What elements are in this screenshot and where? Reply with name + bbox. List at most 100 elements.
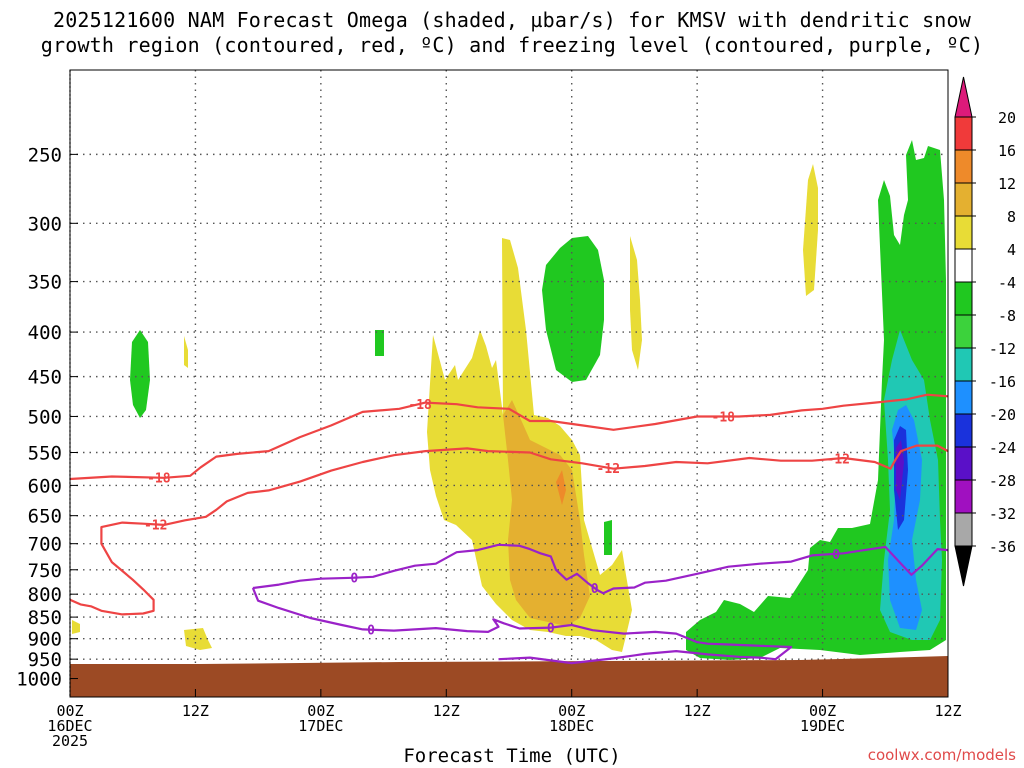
y-tick-label-750: 750 xyxy=(28,560,62,582)
colorbar-label-3: 8 xyxy=(1007,208,1016,226)
contour-labels: -18 -18 -18 -12 -12 -12 0 0 0 0 0 xyxy=(144,398,850,639)
colorbar-label-6: -8 xyxy=(998,307,1016,325)
y-tick-label-1000: 1000 xyxy=(16,669,62,691)
colorbar-bin-3 xyxy=(954,182,973,217)
colorbar-bin-4 xyxy=(954,215,973,250)
y-tick-label-250: 250 xyxy=(28,144,62,166)
x-tick-label-24-1: 17DEC xyxy=(298,717,343,735)
omega-area-green-small-b xyxy=(604,520,612,555)
colorbar-bin-8 xyxy=(954,347,973,382)
x-tick-label-48-0: 00Z xyxy=(558,702,585,720)
colorbar-label-1: 16 xyxy=(998,142,1016,160)
contour-label-freezing_main-0: 0 xyxy=(350,572,358,587)
colorbar-bin-2 xyxy=(954,149,973,184)
colorbar-label-9: -20 xyxy=(989,406,1016,424)
y-tick-label-500: 500 xyxy=(28,406,62,428)
contour-dgz_minus12 xyxy=(70,444,948,616)
colorbar-bin-10 xyxy=(954,413,973,448)
x-tick-label-12-0: 12Z xyxy=(182,702,209,720)
x-tick-label-24-0: 00Z xyxy=(307,702,334,720)
y-tick-label-800: 800 xyxy=(28,584,62,606)
y-tick-label-950: 950 xyxy=(28,649,62,671)
contour-dgz_minus18 xyxy=(70,393,948,481)
omega-area-orange xyxy=(503,400,590,626)
colorbar-bin-5 xyxy=(954,248,973,283)
contour-label-freezing_main-1: 0 xyxy=(591,582,599,597)
y-axis: 2503003504004505005506006507007508008509… xyxy=(16,144,78,691)
ground-layer xyxy=(70,656,948,697)
omega-area-yellow-small-a xyxy=(184,336,188,368)
x-tick-label-0-1: 16DEC xyxy=(47,717,92,735)
omega-colorbar: 20 16 12 8 4 -4 -8 -12 -16 -20 -24 -28 -32 -36 xyxy=(954,76,1016,587)
x-tick-label-0-0: 00Z xyxy=(56,702,83,720)
colorbar-bin-9 xyxy=(954,380,973,415)
contour-label-dgz_minus12-2: -12 xyxy=(827,452,850,467)
colorbar-label-8: -16 xyxy=(989,373,1016,391)
omega-area-green-top xyxy=(542,236,604,382)
x-tick-label-36-0: 12Z xyxy=(433,702,460,720)
y-tick-label-900: 900 xyxy=(28,629,62,651)
omega-area-yellow-upper-b xyxy=(803,164,818,296)
colorbar-label-10: -24 xyxy=(989,439,1016,457)
y-tick-label-650: 650 xyxy=(28,506,62,528)
chart-title-line2: growth region (contoured, red, ºC) and f… xyxy=(40,33,984,57)
contour-label-dgz_minus18-1: -18 xyxy=(408,398,432,413)
x-tick-label-72-0: 00Z xyxy=(809,702,836,720)
contour-label-freezing_lower-1: 0 xyxy=(547,622,555,637)
y-tick-label-350: 350 xyxy=(28,272,62,294)
y-tick-label-550: 550 xyxy=(28,443,62,465)
colorbar-label-5: -4 xyxy=(998,274,1016,292)
colorbar-label-4: 4 xyxy=(1007,241,1016,259)
y-tick-label-700: 700 xyxy=(28,534,62,556)
contour-lines xyxy=(70,393,948,665)
omega-shading xyxy=(72,140,946,660)
contour-freezing_lower xyxy=(251,587,793,665)
omega-area-red-small xyxy=(556,470,566,505)
colorbar-label-11: -28 xyxy=(989,472,1016,490)
ground-fill xyxy=(70,656,948,697)
colorbar-arrow-top xyxy=(954,76,973,118)
colorbar-bin-13 xyxy=(954,512,973,547)
y-tick-label-400: 400 xyxy=(28,322,62,344)
colorbar-bin-11 xyxy=(954,446,973,481)
contour-freezing_main xyxy=(252,543,948,595)
colorbar-arrow-bottom xyxy=(954,545,973,587)
omega-area-green-lower xyxy=(686,140,946,660)
colorbar-label-2: 12 xyxy=(998,175,1016,193)
x-axis-label: Forecast Time (UTC) xyxy=(403,745,621,767)
omega-area-yellow-upper-a xyxy=(630,236,642,370)
x-tick-label-60-0: 12Z xyxy=(684,702,711,720)
colorbar-label-7: -12 xyxy=(989,340,1016,358)
x-tick-label-48-1: 18DEC xyxy=(549,717,594,735)
colorbar-bin-7 xyxy=(954,314,973,349)
source-credit[interactable]: coolwx.com/models xyxy=(867,746,1016,764)
y-tick-label-600: 600 xyxy=(28,475,62,497)
colorbar-label-12: -32 xyxy=(989,505,1016,523)
colorbar-bin-6 xyxy=(954,281,973,316)
colorbar-label-13: -36 xyxy=(989,538,1016,556)
contour-label-dgz_minus12-0: -12 xyxy=(144,518,167,533)
y-tick-label-850: 850 xyxy=(28,607,62,629)
omega-area-yellow-small-b xyxy=(184,628,212,650)
y-tick-label-450: 450 xyxy=(28,367,62,389)
contour-label-dgz_minus12-1: -12 xyxy=(597,462,620,477)
contour-label-dgz_minus18-0: -18 xyxy=(147,472,171,487)
x-tick-label-0-2: 2025 xyxy=(52,732,88,750)
contour-label-freezing_lower-0: 0 xyxy=(367,624,375,639)
colorbar-bin-12 xyxy=(954,479,973,514)
colorbar-bin-1 xyxy=(954,116,973,151)
grid-lines xyxy=(70,70,948,697)
y-tick-label-300: 300 xyxy=(28,213,62,235)
omega-area-yellow-small-c xyxy=(72,620,80,634)
x-tick-label-84-0: 12Z xyxy=(934,702,961,720)
contour-label-freezing_main-2: 0 xyxy=(832,548,840,563)
contour-label-dgz_minus18-2: -18 xyxy=(712,410,736,425)
x-tick-label-72-1: 19DEC xyxy=(800,717,845,735)
chart-title-line1: 2025121600 NAM Forecast Omega (shaded, µ… xyxy=(52,8,972,32)
colorbar-label-0: 20 xyxy=(998,109,1016,127)
omega-area-green-left xyxy=(130,330,150,418)
omega-area-green-small-a xyxy=(375,330,384,356)
